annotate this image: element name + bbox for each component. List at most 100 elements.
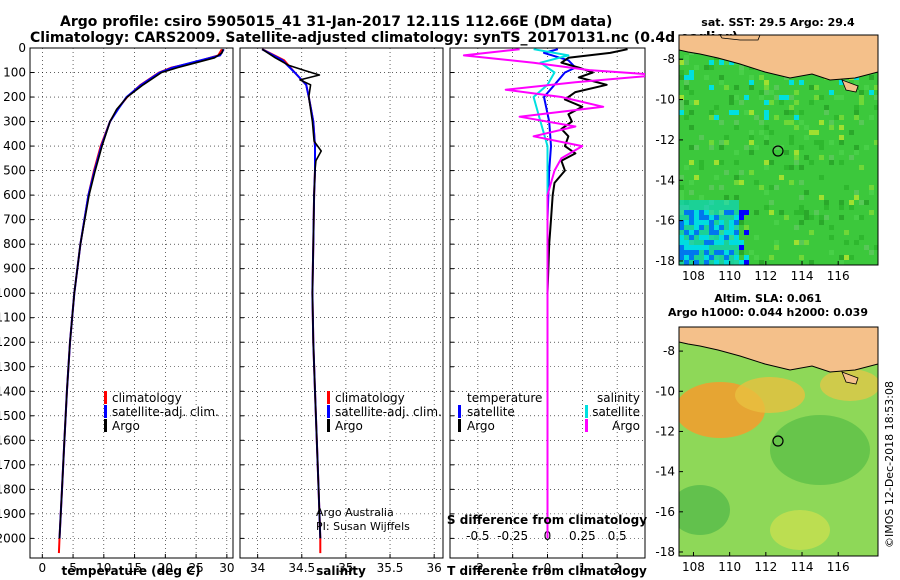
sst-cell bbox=[764, 85, 769, 90]
bali-island bbox=[841, 79, 859, 93]
legend-label-climatology: climatology bbox=[335, 391, 405, 405]
s-difference-axis-label: S difference from climatology bbox=[447, 513, 647, 527]
legend-swatch-climatology bbox=[104, 391, 107, 404]
sst-cell bbox=[749, 150, 754, 155]
depth-tick-label: 1700 bbox=[0, 458, 26, 472]
sst-cell bbox=[779, 175, 784, 180]
sst-cell bbox=[739, 260, 744, 265]
sst-cell bbox=[799, 110, 804, 115]
legend-title-salinity: salinity bbox=[597, 391, 640, 405]
sst-cell bbox=[869, 210, 874, 215]
map-lon-tick-label: 116 bbox=[827, 560, 850, 574]
map-lat-tick-label: -18 bbox=[655, 545, 675, 559]
sst-cell bbox=[709, 140, 714, 145]
depth-tick-label: 1200 bbox=[0, 335, 26, 349]
sst-cell bbox=[864, 85, 869, 90]
sst-cell bbox=[699, 195, 704, 200]
sst-cell bbox=[859, 200, 864, 205]
sst-cell bbox=[774, 185, 779, 190]
map-lon-tick-label: 110 bbox=[718, 560, 741, 574]
sst-cell bbox=[809, 160, 814, 165]
sst-cell bbox=[709, 85, 714, 90]
sst-cell bbox=[749, 170, 754, 175]
sst-cell bbox=[854, 110, 859, 115]
sst-cell bbox=[719, 185, 724, 190]
sst-cool-patch bbox=[679, 200, 739, 265]
x-tick-label: 20 bbox=[158, 561, 173, 575]
sst-cell bbox=[804, 125, 809, 130]
legend-swatch-s-satellite bbox=[585, 405, 588, 418]
sst-cell bbox=[754, 145, 759, 150]
sst-cell bbox=[789, 80, 794, 85]
sst-cell bbox=[769, 200, 774, 205]
sst-cell bbox=[824, 110, 829, 115]
sst-cell bbox=[694, 65, 699, 70]
sst-cell bbox=[749, 110, 754, 115]
sst-cell bbox=[744, 260, 749, 265]
sst-cell bbox=[749, 85, 754, 90]
sst-cell bbox=[679, 175, 684, 180]
sst-cell bbox=[759, 75, 764, 80]
sst-cell bbox=[774, 145, 779, 150]
salinity-panel-frame bbox=[239, 47, 444, 559]
sst-cell bbox=[729, 100, 734, 105]
sst-cell bbox=[709, 145, 714, 150]
sst-cell bbox=[789, 135, 794, 140]
legend-label-argo: Argo bbox=[112, 419, 140, 433]
sst-cell bbox=[779, 100, 784, 105]
x-tick-label: 10 bbox=[96, 561, 111, 575]
sst-cell bbox=[689, 100, 694, 105]
salinity-axis-label: salinity bbox=[316, 564, 366, 578]
sst-cell bbox=[874, 85, 878, 90]
map-lon-tick-label: 108 bbox=[682, 560, 705, 574]
sst-cell bbox=[864, 145, 869, 150]
sla-anomaly-patch bbox=[735, 377, 805, 413]
sst-cell bbox=[759, 90, 764, 95]
credit-pi: PI: Susan Wijffels bbox=[316, 520, 410, 533]
sst-cell bbox=[809, 260, 814, 265]
sst-cell bbox=[724, 140, 729, 145]
x-tick-label: 36 bbox=[427, 561, 442, 575]
sst-cell bbox=[814, 85, 819, 90]
sst-cell bbox=[744, 95, 749, 100]
sla-map bbox=[679, 327, 878, 556]
depth-tick-label: 1400 bbox=[0, 384, 26, 398]
sst-cell bbox=[859, 235, 864, 240]
sst-cell bbox=[754, 255, 759, 260]
sst-cell bbox=[694, 175, 699, 180]
sst-cell bbox=[684, 85, 689, 90]
map-lon-tick-label: 116 bbox=[827, 269, 850, 283]
sst-cell bbox=[729, 95, 734, 100]
sst-cell bbox=[714, 160, 719, 165]
sst-cell bbox=[784, 95, 789, 100]
depth-tick-label: 1500 bbox=[0, 409, 26, 423]
sst-cell bbox=[704, 75, 709, 80]
sst-cell bbox=[739, 170, 744, 175]
sst-cell bbox=[849, 205, 854, 210]
sst-cell bbox=[794, 115, 799, 120]
sst-cell bbox=[839, 160, 844, 165]
sst-cell bbox=[869, 115, 874, 120]
sst-cell bbox=[799, 180, 804, 185]
sst-cell bbox=[764, 110, 769, 115]
credit-argo-australia: Argo Australia bbox=[316, 506, 394, 519]
sst-cell bbox=[749, 130, 754, 135]
sst-cell bbox=[734, 95, 739, 100]
legend-label-satellite: satellite-adj. clim. bbox=[112, 405, 219, 419]
sst-cell bbox=[709, 65, 714, 70]
sst-cell bbox=[804, 210, 809, 215]
sst-cell bbox=[874, 140, 878, 145]
sst-cell bbox=[774, 240, 779, 245]
sst-cell bbox=[839, 255, 844, 260]
sst-cell bbox=[749, 140, 754, 145]
sst-cell bbox=[794, 240, 799, 245]
sst-cell bbox=[749, 135, 754, 140]
sst-cell bbox=[869, 90, 874, 95]
sst-cell bbox=[684, 80, 689, 85]
sst-cell bbox=[829, 155, 834, 160]
sst-cell bbox=[739, 245, 744, 250]
sst-cell bbox=[819, 155, 824, 160]
sst-cell bbox=[769, 90, 774, 95]
figure-title-line1: Argo profile: csiro 5905015_41 31-Jan-20… bbox=[60, 14, 612, 30]
sst-cell bbox=[839, 115, 844, 120]
